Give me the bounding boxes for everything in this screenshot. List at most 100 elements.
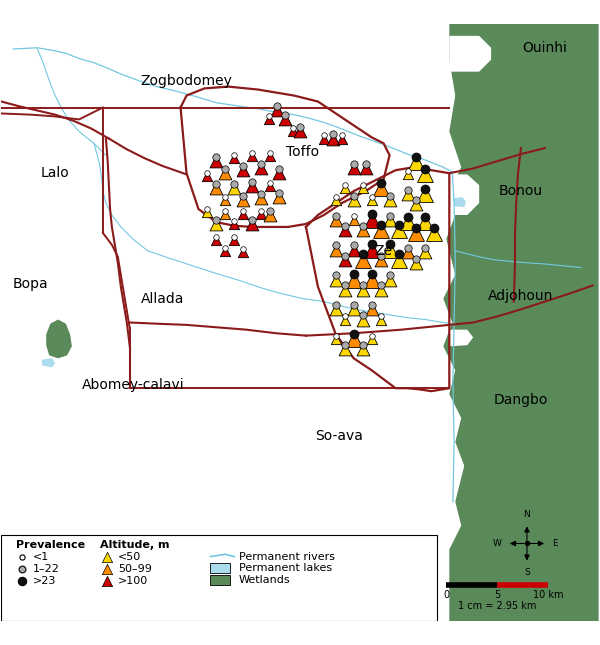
Text: <1: <1 (33, 551, 49, 562)
Text: 0: 0 (443, 590, 449, 600)
Point (17, 551, 27, 562)
Text: Bonou: Bonou (499, 184, 543, 198)
Point (17, 563, 27, 573)
Point (358, 314, 368, 324)
Point (349, 191, 359, 201)
Point (238, 205, 248, 215)
Point (212, 232, 221, 242)
Point (367, 215, 376, 225)
Point (340, 180, 350, 190)
Point (376, 314, 385, 324)
Point (403, 247, 412, 257)
Point (376, 250, 385, 261)
Point (265, 152, 275, 162)
Point (337, 130, 347, 141)
Point (319, 134, 329, 144)
Point (264, 114, 274, 124)
Point (385, 195, 394, 205)
Point (295, 126, 305, 137)
Point (376, 255, 385, 265)
Point (367, 192, 376, 202)
Text: 5: 5 (494, 590, 500, 600)
Point (349, 163, 359, 174)
Point (349, 195, 359, 205)
Point (280, 114, 290, 124)
Point (331, 244, 341, 255)
Point (212, 219, 221, 229)
Point (358, 284, 368, 295)
Point (361, 163, 370, 174)
Point (331, 300, 341, 310)
Point (212, 215, 221, 225)
Text: S: S (524, 568, 530, 577)
Polygon shape (449, 330, 473, 346)
Point (412, 253, 421, 264)
Point (238, 165, 248, 175)
Text: Lalo: Lalo (41, 166, 70, 180)
Point (331, 304, 341, 315)
Point (367, 269, 376, 279)
Point (295, 122, 305, 132)
Point (358, 340, 368, 350)
Point (367, 239, 376, 250)
Point (256, 159, 266, 170)
Point (238, 244, 248, 254)
Point (212, 152, 221, 163)
Point (221, 164, 230, 174)
Polygon shape (449, 36, 491, 72)
Text: Ze: Ze (374, 244, 392, 258)
Point (349, 215, 359, 225)
Point (247, 148, 257, 158)
Point (367, 244, 376, 255)
Point (403, 169, 412, 179)
Point (288, 123, 298, 134)
Point (385, 244, 394, 255)
Point (385, 210, 394, 221)
Point (265, 178, 275, 188)
Point (247, 181, 257, 192)
Point (340, 344, 350, 355)
Text: Prevalence: Prevalence (16, 540, 85, 550)
Text: 10 km: 10 km (533, 590, 563, 600)
Point (17, 575, 27, 586)
Point (256, 208, 266, 219)
Point (403, 243, 412, 253)
Point (376, 281, 385, 291)
Point (212, 183, 221, 194)
Text: 50–99: 50–99 (118, 564, 152, 573)
Point (367, 304, 376, 315)
Point (102, 551, 112, 562)
Point (274, 192, 284, 203)
Point (412, 157, 421, 168)
Point (421, 212, 430, 222)
Point (203, 168, 212, 178)
Point (230, 232, 239, 242)
Point (238, 195, 248, 205)
Point (376, 311, 385, 321)
Text: 1–22: 1–22 (33, 564, 60, 573)
Point (376, 219, 385, 230)
Point (331, 195, 341, 205)
Polygon shape (443, 24, 599, 621)
Point (328, 134, 338, 144)
Point (349, 212, 359, 222)
Point (367, 209, 376, 219)
Point (358, 310, 368, 321)
Text: Zogbodomey: Zogbodomey (140, 74, 232, 88)
Point (247, 177, 257, 187)
Point (230, 235, 239, 245)
Point (102, 575, 112, 586)
Point (230, 219, 239, 229)
Point (367, 331, 376, 341)
Text: W: W (493, 539, 502, 548)
Text: Ouinhi: Ouinhi (523, 41, 567, 55)
Point (238, 247, 248, 257)
Text: Altitude, m: Altitude, m (100, 540, 169, 550)
Text: So-ava: So-ava (315, 429, 363, 443)
Point (238, 191, 248, 201)
Point (376, 284, 385, 295)
Point (385, 270, 394, 281)
Point (340, 221, 350, 231)
Point (212, 235, 221, 245)
Point (328, 129, 338, 139)
